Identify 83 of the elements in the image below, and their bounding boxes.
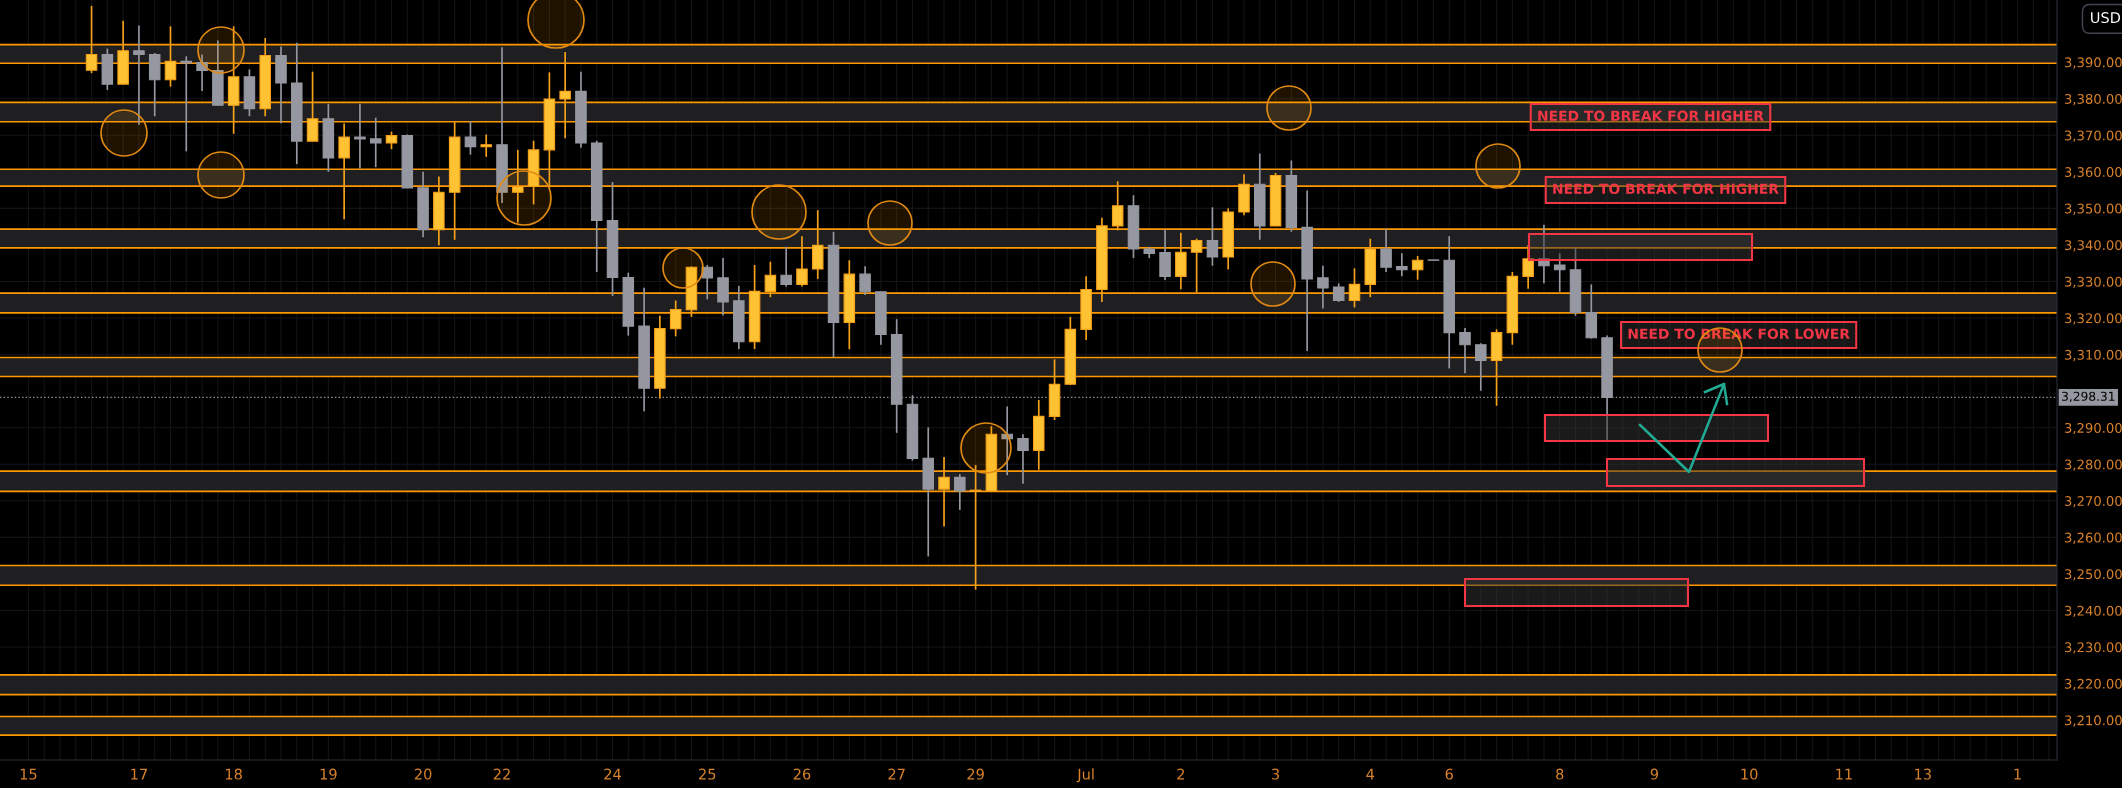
candlestick: [1317, 264, 1329, 310]
x-tick-label: 19: [320, 768, 337, 780]
x-tick-label: 4: [1366, 768, 1375, 780]
candlestick: [938, 456, 950, 528]
y-tick-label: 3,250.00: [2064, 569, 2122, 581]
candlestick: [780, 245, 792, 288]
y-tick-label: 3,270.00: [2064, 496, 2122, 508]
candlestick: [1348, 267, 1361, 309]
x-tick-label: 15: [20, 768, 37, 780]
candlestick: [1159, 228, 1171, 281]
candlestick: [1411, 255, 1424, 281]
x-tick-label: 3: [1272, 768, 1280, 780]
candlestick: [180, 55, 193, 153]
text: USD: [2091, 12, 2121, 24]
candlestick: [464, 120, 477, 156]
x-tick-label: 17: [131, 768, 147, 780]
y-tick-label: 3,280.00: [2064, 459, 2122, 471]
candlestick: [354, 102, 366, 170]
x-tick-label: 1: [2014, 768, 2021, 780]
y-tick-label: 3,220.00: [2064, 678, 2122, 691]
candlestick: [338, 122, 350, 221]
candlestick: [1017, 433, 1029, 485]
candlestick: [1380, 228, 1392, 273]
x-tick-label: 9: [1650, 768, 1659, 780]
x-tick-label: 22: [493, 768, 510, 780]
x-tick-label: 11: [1836, 768, 1852, 780]
candlestick: [859, 265, 871, 296]
candlestick: [480, 133, 492, 158]
y-tick-label: 3,290.00: [2064, 422, 2122, 435]
candlestick: [954, 473, 966, 511]
candlestick: [811, 209, 824, 280]
y-tick-label: 3,210.00: [2064, 715, 2122, 727]
x-tick-label: 26: [793, 768, 811, 780]
x-tick-label: 29: [967, 768, 984, 780]
candlestick: [1396, 252, 1408, 278]
y-tick-label: 3,260.00: [2064, 532, 2122, 544]
candlestick: [1001, 405, 1013, 477]
candlestick: [1206, 206, 1219, 267]
x-tick-label: 20: [414, 768, 432, 780]
x-tick-label: Jul: [1076, 768, 1094, 783]
y-tick-label: 3,380.00: [2064, 93, 2122, 106]
y-tick-label: 3,310.00: [2064, 349, 2122, 362]
x-tick-label: 25: [699, 768, 716, 780]
candlestick: [1553, 252, 1566, 293]
candlestick: [796, 235, 808, 288]
candlestick: [369, 116, 382, 168]
x-tick-label: 6: [1445, 768, 1453, 780]
x-tick-label: 27: [888, 768, 905, 780]
y-tick-label: 3,390.00: [2064, 57, 2122, 69]
y-tick-label: 3,350.00: [2064, 203, 2122, 215]
candlestick: [164, 25, 177, 88]
ref-line-label: 3,298.31: [2062, 391, 2115, 403]
annotation: NEED TO BREAK FOR HIGHER: [1538, 110, 1764, 122]
y-tick-label: 3,230.00: [2064, 642, 2122, 654]
candlestick: [85, 5, 98, 74]
y-tick-label: 3,240.00: [2064, 605, 2122, 618]
candlestick: [1538, 223, 1550, 285]
x-tick-label: 10: [1741, 768, 1758, 780]
candlestick: [1475, 342, 1487, 392]
candlestick: [701, 264, 714, 301]
x-tick-label: 2: [1177, 768, 1185, 780]
candlestick: [969, 464, 982, 591]
y-tick-label: 3,330.00: [2064, 276, 2122, 289]
y-tick-label: 3,340.00: [2064, 240, 2122, 252]
candlestick: [196, 53, 208, 92]
x-tick-label: 24: [604, 768, 621, 780]
candlestick: [1459, 327, 1471, 375]
y-tick-label: 3,370.00: [2064, 130, 2122, 142]
candlestick: [1111, 180, 1124, 232]
candlestick: [764, 260, 777, 299]
candlestick: [1522, 244, 1534, 290]
x-tick-label: 8: [1556, 768, 1564, 780]
x-tick-label: 18: [225, 768, 242, 780]
candlestick: [133, 24, 145, 126]
candlestick: [669, 299, 682, 338]
x-tick-label: 13: [1915, 768, 1931, 780]
y-tick-label: 3,320.00: [2064, 313, 2122, 325]
candlestick: [1332, 282, 1345, 303]
candlestick: [559, 51, 571, 140]
candlestick: [306, 70, 319, 142]
candlestick: [512, 149, 524, 224]
y-tick-label: 3,360.00: [2064, 167, 2122, 179]
candlestick: [1190, 237, 1203, 294]
